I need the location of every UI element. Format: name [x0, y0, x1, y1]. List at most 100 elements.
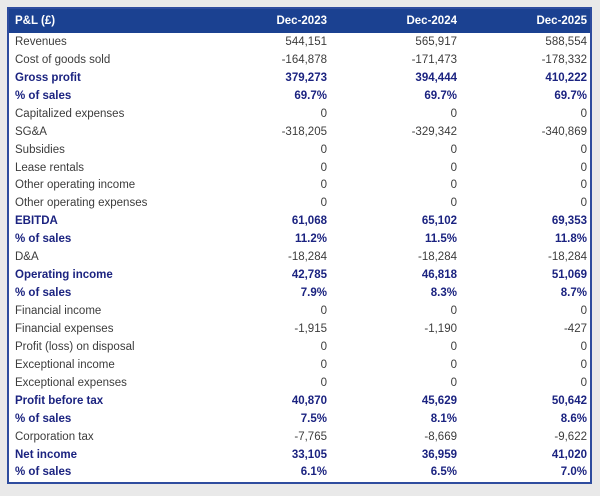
- table-row: Profit before tax 40,870 45,629 50,642: [9, 392, 590, 410]
- row-value-dec-2025: 7.0%: [560, 466, 587, 479]
- row-value-dec-2024: 0: [450, 107, 457, 120]
- row-value-dec-2024: 45,629: [421, 394, 457, 407]
- row-value-dec-2023: -7,765: [294, 430, 327, 443]
- row-value-dec-2024: 11.5%: [425, 233, 457, 246]
- table-row: Financial income 0 0 0: [9, 302, 590, 320]
- row-value-dec-2024: 65,102: [421, 215, 457, 228]
- table-row: EBITDA 61,068 65,102 69,353: [9, 212, 590, 230]
- row-value-dec-2024: -1,190: [424, 322, 457, 335]
- row-value-dec-2024: 6.5%: [430, 466, 457, 479]
- row-value-dec-2024: 8.3%: [430, 287, 457, 300]
- row-value-dec-2023: 33,105: [291, 448, 327, 461]
- row-value-dec-2025: 8.7%: [560, 287, 587, 300]
- row-value-dec-2023: 0: [320, 358, 327, 371]
- row-value-dec-2025: 69.7%: [554, 89, 587, 102]
- row-value-dec-2025: -178,332: [541, 53, 587, 66]
- table-row: % of sales 6.1% 6.5% 7.0%: [9, 464, 590, 482]
- row-value-dec-2023: -1,915: [294, 322, 327, 335]
- table-row: Capitalized expenses 0 0 0: [9, 105, 590, 123]
- row-value-dec-2025: 0: [580, 358, 587, 371]
- row-value-dec-2023: 0: [320, 340, 327, 353]
- row-value-dec-2025: 50,642: [551, 394, 587, 407]
- row-value-dec-2024: -329,342: [411, 125, 457, 138]
- row-value-dec-2023: 69.7%: [294, 89, 327, 102]
- row-value-dec-2025: -340,869: [541, 125, 587, 138]
- row-label: Profit (loss) on disposal: [15, 340, 135, 353]
- table-row: Lease rentals 0 0 0: [9, 159, 590, 177]
- row-value-dec-2025: 11.8%: [555, 233, 587, 246]
- row-value-dec-2023: 7.9%: [300, 287, 327, 300]
- table-row: D&A -18,284 -18,284 -18,284: [9, 248, 590, 266]
- row-value-dec-2023: 0: [320, 197, 327, 210]
- pl-statement-table: P&L (£) Dec-2023 Dec-2024 Dec-2025 Reven…: [7, 7, 592, 484]
- row-value-dec-2024: 394,444: [415, 71, 457, 84]
- row-label: % of sales: [15, 287, 72, 300]
- row-value-dec-2025: 0: [580, 305, 587, 318]
- table-row: % of sales 11.2% 11.5% 11.8%: [9, 230, 590, 248]
- row-value-dec-2023: -318,205: [281, 125, 327, 138]
- row-value-dec-2023: 11.2%: [295, 233, 327, 246]
- table-row: % of sales 69.7% 69.7% 69.7%: [9, 87, 590, 105]
- row-value-dec-2025: 0: [580, 107, 587, 120]
- row-value-dec-2024: 0: [450, 305, 457, 318]
- table-row: % of sales 7.9% 8.3% 8.7%: [9, 284, 590, 302]
- table-row: SG&A -318,205 -329,342 -340,869: [9, 123, 590, 141]
- row-value-dec-2025: 0: [580, 161, 587, 174]
- row-label: Exceptional expenses: [15, 376, 127, 389]
- row-value-dec-2023: 6.1%: [300, 466, 327, 479]
- row-label: % of sales: [15, 412, 72, 425]
- row-value-dec-2024: -18,284: [417, 251, 457, 264]
- row-value-dec-2023: 0: [320, 376, 327, 389]
- row-label: D&A: [15, 251, 39, 264]
- row-value-dec-2025: 0: [580, 143, 587, 156]
- row-value-dec-2023: 544,151: [285, 35, 327, 48]
- row-label: SG&A: [15, 125, 47, 138]
- row-value-dec-2023: 7.5%: [300, 412, 327, 425]
- table-row: Other operating income 0 0 0: [9, 177, 590, 195]
- row-label: Other operating income: [15, 179, 136, 192]
- row-value-dec-2024: 0: [450, 143, 457, 156]
- table-title: P&L (£): [15, 15, 56, 27]
- table-row: Cost of goods sold -164,878 -171,473 -17…: [9, 51, 590, 69]
- column-header-dec-2024: Dec-2024: [406, 15, 457, 27]
- table-row: Corporation tax -7,765 -8,669 -9,622: [9, 428, 590, 446]
- row-value-dec-2025: -9,622: [554, 430, 587, 443]
- row-value-dec-2025: 8.6%: [560, 412, 587, 425]
- row-label: EBITDA: [15, 215, 58, 228]
- row-value-dec-2023: 0: [320, 305, 327, 318]
- row-value-dec-2024: 36,959: [421, 448, 457, 461]
- row-value-dec-2023: 0: [320, 161, 327, 174]
- row-value-dec-2023: 0: [320, 179, 327, 192]
- row-label: Operating income: [15, 269, 113, 282]
- table-row: Subsidies 0 0 0: [9, 141, 590, 159]
- row-label: Financial expenses: [15, 322, 114, 335]
- column-header-dec-2023: Dec-2023: [276, 15, 327, 27]
- row-value-dec-2025: 0: [580, 340, 587, 353]
- row-value-dec-2025: 41,020: [551, 448, 587, 461]
- row-value-dec-2023: 40,870: [291, 394, 327, 407]
- row-value-dec-2023: 379,273: [285, 71, 327, 84]
- row-label: Capitalized expenses: [15, 107, 125, 120]
- row-value-dec-2023: 42,785: [291, 269, 327, 282]
- table-body: Revenues 544,151 565,917 588,554 Cost of…: [9, 33, 590, 481]
- column-header-dec-2025: Dec-2025: [536, 15, 587, 27]
- table-header-row: P&L (£) Dec-2023 Dec-2024 Dec-2025: [9, 9, 590, 33]
- row-label: Net income: [15, 448, 77, 461]
- row-label: % of sales: [15, 466, 72, 479]
- row-label: Profit before tax: [15, 394, 104, 407]
- row-label: Cost of goods sold: [15, 53, 111, 66]
- table-row: Exceptional expenses 0 0 0: [9, 374, 590, 392]
- row-value-dec-2025: -427: [563, 322, 587, 335]
- row-value-dec-2024: 0: [450, 197, 457, 210]
- row-value-dec-2023: 0: [320, 143, 327, 156]
- row-value-dec-2025: 69,353: [551, 215, 587, 228]
- table-row: Operating income 42,785 46,818 51,069: [9, 266, 590, 284]
- row-label: % of sales: [15, 89, 72, 102]
- row-label: Financial income: [15, 305, 102, 318]
- row-value-dec-2024: 0: [450, 161, 457, 174]
- row-value-dec-2024: 0: [450, 376, 457, 389]
- table-row: Gross profit 379,273 394,444 410,222: [9, 69, 590, 87]
- row-value-dec-2025: 0: [580, 179, 587, 192]
- row-value-dec-2025: -18,284: [547, 251, 587, 264]
- row-label: Corporation tax: [15, 430, 94, 443]
